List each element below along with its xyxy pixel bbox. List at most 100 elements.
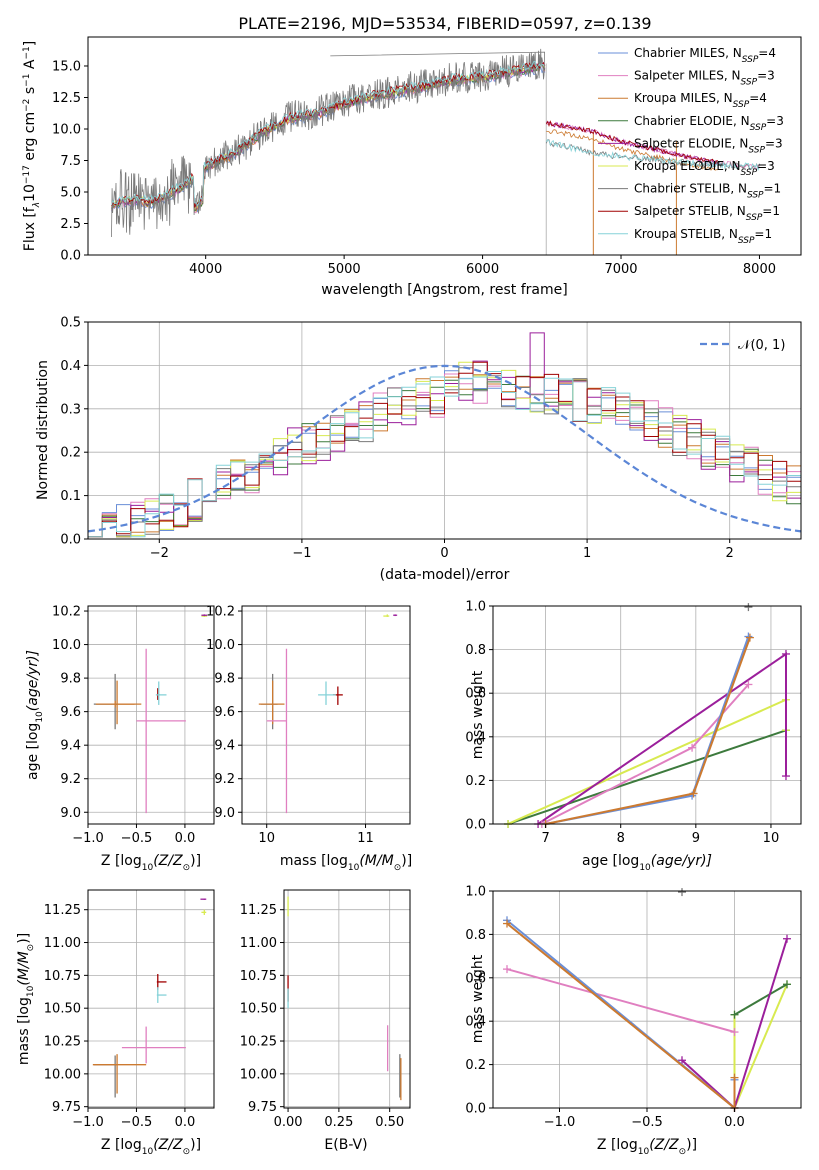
- label-part: (age/yr)]: [25, 650, 41, 711]
- label-part: 10: [35, 711, 45, 723]
- y-tick-label: 10.2: [52, 605, 81, 620]
- label-part: SSP: [747, 191, 764, 201]
- y-tick-label: 9.4: [60, 739, 81, 754]
- y-tick-label: 0.2: [465, 774, 486, 789]
- x-tick-label: 6000: [466, 262, 499, 277]
- x-tick-label: −0.5: [631, 1115, 663, 1130]
- label-part: ⊙: [183, 1147, 191, 1157]
- x-tick-label: 0.50: [375, 1115, 404, 1130]
- y-tick-label: 9.0: [60, 806, 81, 821]
- age-vs-Z-axes: −1.0 −0.5 0.0 9.0 9.2 9.4 9.6 9.8 10.0 10.2 Z [log…: [25, 605, 215, 873]
- weights-kroupa_miles: [545, 637, 751, 825]
- label-part: Chabrier STELIB, N: [634, 182, 747, 196]
- spectrum-chabrier_elodie: [111, 63, 546, 212]
- y-tick-label: 11.25: [44, 903, 81, 918]
- x-axis-label: Z [log10(Z/Z⊙)]: [101, 1137, 201, 1157]
- label-part: ⊙: [26, 944, 36, 952]
- label-part: s: [22, 87, 38, 99]
- y-tick-label: 0.5: [60, 316, 81, 331]
- legend-entry: Kroupa ELODIE, NSSP=3: [634, 159, 775, 178]
- y-tick-label: 10.00: [240, 1067, 277, 1082]
- label-part: =3: [757, 69, 775, 83]
- gaussian-curve: [87, 364, 802, 533]
- x-tick-label: −1.0: [72, 1115, 104, 1130]
- y-tick-label: 12.5: [52, 91, 81, 106]
- weights-kroupa_elodie: [733, 983, 788, 1109]
- mass-vs-Z-axes: −1.0 −0.5 0.0 9.75 10.00 10.25 10.50 10.75 11.00…: [16, 889, 215, 1157]
- y-tick-label: 0.1: [60, 489, 81, 504]
- x-tick-label: 0.0: [175, 831, 196, 846]
- label-part: Z [log: [597, 1137, 638, 1153]
- y-tick-label: 0.4: [465, 730, 486, 745]
- label-part: )]: [16, 933, 32, 944]
- legend-entry: Kroupa STELIB, NSSP=1: [634, 227, 772, 246]
- label-part: ⊙: [394, 863, 402, 873]
- label-part: −17: [22, 165, 32, 184]
- label-part: (Z/Z: [153, 853, 183, 869]
- y-tick-label: 7.5: [60, 154, 81, 169]
- label-part: SSP: [746, 213, 763, 223]
- label-part: =3: [765, 136, 783, 150]
- label-part: 10: [22, 184, 38, 202]
- label-part: SSP: [733, 100, 750, 110]
- axes-frame: [87, 605, 215, 825]
- y-tick-label: 0.0: [60, 533, 81, 548]
- label-part: ]: [22, 41, 38, 46]
- spectrum-kroupa_stelib: [111, 61, 546, 207]
- y-tick-label: 10.75: [240, 969, 277, 984]
- label-part: )]: [401, 853, 412, 869]
- x-tick-label: 8000: [743, 262, 776, 277]
- axes-frame: [241, 605, 411, 825]
- y-tick-label: 0.2: [60, 446, 81, 461]
- label-part: Salpeter STELIB, N: [634, 204, 746, 218]
- label-part: mass [log: [16, 997, 32, 1065]
- x-axis-label: Z [log10(Z/Z⊙)]: [597, 1137, 697, 1157]
- label-part: 10: [26, 985, 36, 997]
- y-tick-label: 0.4: [60, 359, 81, 374]
- label-part: =3: [757, 159, 775, 173]
- x-tick-label: 7000: [604, 262, 637, 277]
- x-tick-label: 7: [541, 831, 549, 846]
- label-part: )]: [686, 1137, 697, 1153]
- legend-entry: Salpeter MILES, NSSP=3: [634, 69, 775, 88]
- label-part: ⊙: [679, 1147, 687, 1157]
- label-part: age [log: [25, 723, 41, 780]
- x-axis-label: mass [log10(M/M⊙)]: [280, 853, 412, 873]
- y-tick-label: 0.0: [60, 249, 81, 264]
- label-part: −2: [22, 99, 32, 112]
- label-part: λ: [32, 202, 42, 208]
- y-tick-label: 1.0: [465, 600, 486, 615]
- x-tick-label: −2: [150, 546, 169, 561]
- y-tick-label: 9.2: [214, 772, 235, 787]
- label-part: Z [log: [101, 853, 142, 869]
- label-part: SSP: [741, 168, 758, 178]
- weights-salpeter_elodie: [537, 652, 787, 825]
- weights-chabrier_elodie: [507, 729, 787, 825]
- mass-vs-EBV-axes: 0.00 0.25 0.50 9.75 10.00 10.25 10.50 10.75 11.0…: [240, 889, 411, 1153]
- y-tick-label: 0.0: [465, 1102, 486, 1117]
- legend-entry: Salpeter STELIB, NSSP=1: [634, 204, 780, 223]
- label-part: =1: [762, 204, 780, 218]
- x-tick-label: 8: [617, 831, 625, 846]
- histogram-kroupa_stelib: [88, 371, 801, 538]
- x-tick-label: 1: [583, 546, 591, 561]
- y-tick-label: 10.25: [44, 1035, 81, 1050]
- y-axis-label: mass [log10(M/M⊙)]: [16, 933, 36, 1065]
- legend-entry: Salpeter ELODIE, NSSP=3: [634, 136, 783, 155]
- x-tick-label: −1.0: [544, 1115, 576, 1130]
- massweight-vs-Z-axes: −1.0 −0.5 0.0 0.0 0.2 0.4 0.6 0.8 1.0 Z [log10(Z/…: [465, 885, 802, 1157]
- label-part: 10: [348, 863, 360, 873]
- label-part: SSP: [748, 145, 765, 155]
- y-tick-label: 10.00: [44, 1067, 81, 1082]
- label-part: 10: [142, 863, 154, 873]
- label-part: Salpeter ELODIE, N: [634, 136, 748, 150]
- y-tick-label: 10.2: [206, 605, 235, 620]
- y-tick-label: 11.25: [240, 903, 277, 918]
- x-tick-label: 2: [726, 546, 734, 561]
- y-tick-label: 10.0: [206, 638, 235, 653]
- y-tick-label: 11.00: [240, 936, 277, 951]
- y-tick-label: 15.0: [52, 59, 81, 74]
- y-tick-label: 0.0: [465, 818, 486, 833]
- label-part: =4: [758, 46, 776, 60]
